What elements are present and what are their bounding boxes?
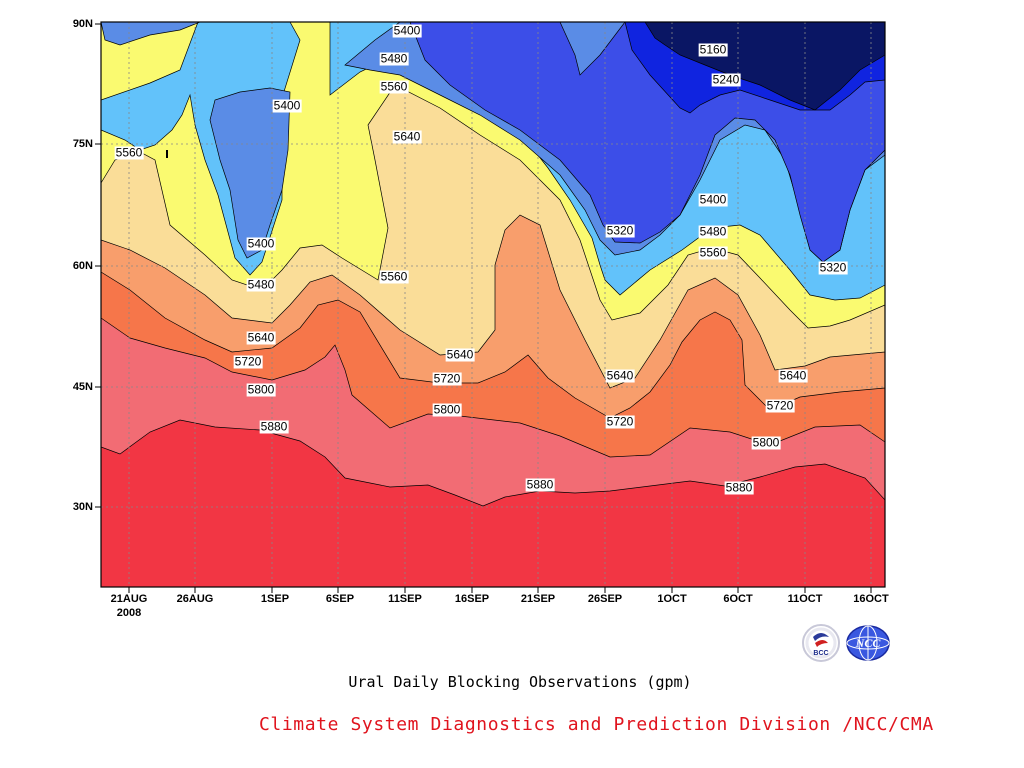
svg-text:BCC: BCC: [813, 650, 828, 657]
chart-title: Ural Daily Blocking Observations (gpm): [348, 673, 692, 691]
y-tick-label: 75N: [72, 138, 93, 150]
contour-label: 5160: [698, 42, 728, 57]
x-tick-label: 6OCT: [723, 593, 753, 605]
contour-label: 5560: [114, 145, 144, 160]
contour-label: 5480: [379, 51, 409, 66]
contour-label: 5880: [724, 480, 754, 495]
contour-label: 5400: [698, 192, 728, 207]
contour-label: 5720: [233, 354, 263, 369]
x-tick-label: 26AUG: [176, 593, 214, 605]
y-tick-label: 30N: [72, 501, 93, 513]
contour-label: 5800: [432, 402, 462, 417]
stray-mark: [166, 150, 168, 158]
contour-label: 5560: [698, 245, 728, 260]
contour-label: 5880: [259, 419, 289, 434]
contour-label: 5320: [605, 223, 635, 238]
x-year-label: 2008: [116, 607, 142, 619]
contour-label: 5480: [246, 277, 276, 292]
x-tick-label: 1SEP: [260, 593, 290, 605]
contour-label: 5720: [765, 398, 795, 413]
bcc-logo: BCC: [802, 624, 840, 662]
contour-label: 5240: [711, 72, 741, 87]
y-tick-label: 45N: [72, 381, 93, 393]
x-tick-label: 16SEP: [454, 593, 490, 605]
x-tick-label: 16OCT: [853, 593, 889, 605]
contour-label: 5560: [379, 269, 409, 284]
contour-label: 5400: [246, 236, 276, 251]
contour-label: 5640: [392, 129, 422, 144]
contour-label: 5800: [751, 435, 781, 450]
ncc-logo: NCC: [846, 625, 890, 661]
x-tick-label: 21SEP: [520, 593, 556, 605]
contour-label: 5640: [445, 347, 475, 362]
contour-label: 5320: [818, 260, 848, 275]
contour-label: 5800: [246, 382, 276, 397]
x-tick-label: 11OCT: [787, 593, 823, 605]
contour-label: 5640: [778, 368, 808, 383]
contour-label: 5560: [379, 79, 409, 94]
svg-text:NCC: NCC: [855, 636, 882, 650]
contour-label: 5720: [432, 371, 462, 386]
x-tick-label: 6SEP: [325, 593, 355, 605]
y-tick-label: 90N: [72, 18, 93, 30]
axis-ticks: [95, 23, 872, 593]
contour-label: 5400: [392, 23, 422, 38]
contour-label: 5400: [272, 98, 302, 113]
plot-frame: [100, 21, 886, 588]
contour-label: 5480: [698, 224, 728, 239]
credit-line: Climate System Diagnostics and Predictio…: [259, 714, 934, 735]
contour-label: 5640: [246, 330, 276, 345]
x-tick-label: 26SEP: [587, 593, 623, 605]
x-tick-label: 1OCT: [657, 593, 687, 605]
contour-label: 5720: [605, 414, 635, 429]
x-tick-label: 11SEP: [388, 593, 422, 605]
y-tick-label: 60N: [72, 260, 93, 272]
contour-label: 5640: [605, 368, 635, 383]
x-tick-label: 21AUG: [110, 593, 148, 605]
contour-label: 5880: [525, 477, 555, 492]
contour-fills: [101, 22, 885, 587]
